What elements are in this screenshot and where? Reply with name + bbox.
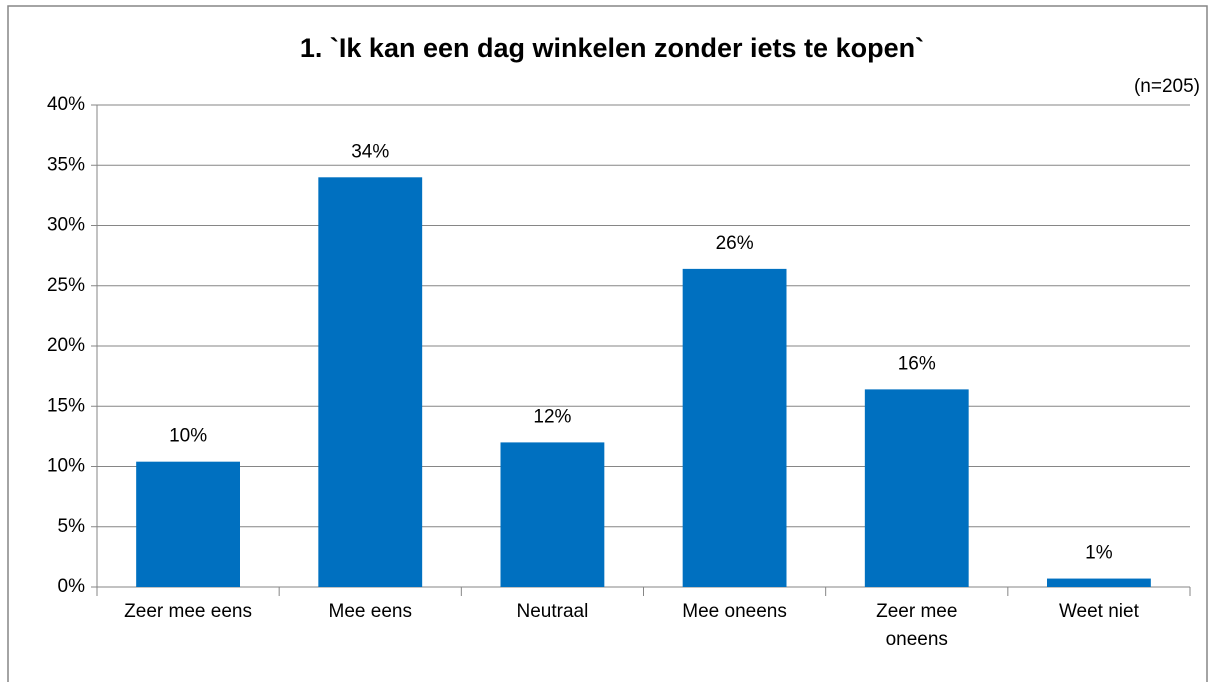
bar <box>1046 578 1151 587</box>
data-label: 16% <box>898 353 936 374</box>
x-tick-label: Zeer mee oneens <box>876 601 958 650</box>
data-label: 34% <box>351 141 389 162</box>
y-tick-label: 10% <box>47 456 85 477</box>
y-tick-label: 30% <box>47 215 85 236</box>
data-label: 12% <box>533 406 571 427</box>
x-tick-label: Zeer mee eens <box>124 601 252 622</box>
y-tick-label: 0% <box>58 576 86 597</box>
x-tick-label: Mee eens <box>328 601 412 622</box>
x-tick-label: Mee oneens <box>682 601 787 622</box>
bar <box>500 442 605 587</box>
y-tick-label: 15% <box>47 395 85 416</box>
y-tick-label: 40% <box>47 94 85 115</box>
bar <box>682 268 787 587</box>
chart-title: 1. `Ik kan een dag winkelen zonder iets … <box>300 33 924 63</box>
y-tick-label: 25% <box>47 275 85 296</box>
x-tick-label: Weet niet <box>1058 601 1139 622</box>
bar <box>864 389 969 587</box>
y-tick-label: 35% <box>47 154 85 175</box>
data-label: 26% <box>716 233 754 254</box>
chart-subtitle: (n=205) <box>1134 76 1200 97</box>
y-tick-label: 5% <box>58 516 86 537</box>
data-label: 1% <box>1085 543 1113 564</box>
bar <box>136 461 241 587</box>
bar <box>318 177 423 588</box>
x-tick-label: Neutraal <box>516 601 589 622</box>
y-tick-label: 20% <box>47 335 85 356</box>
data-label: 10% <box>169 426 207 447</box>
